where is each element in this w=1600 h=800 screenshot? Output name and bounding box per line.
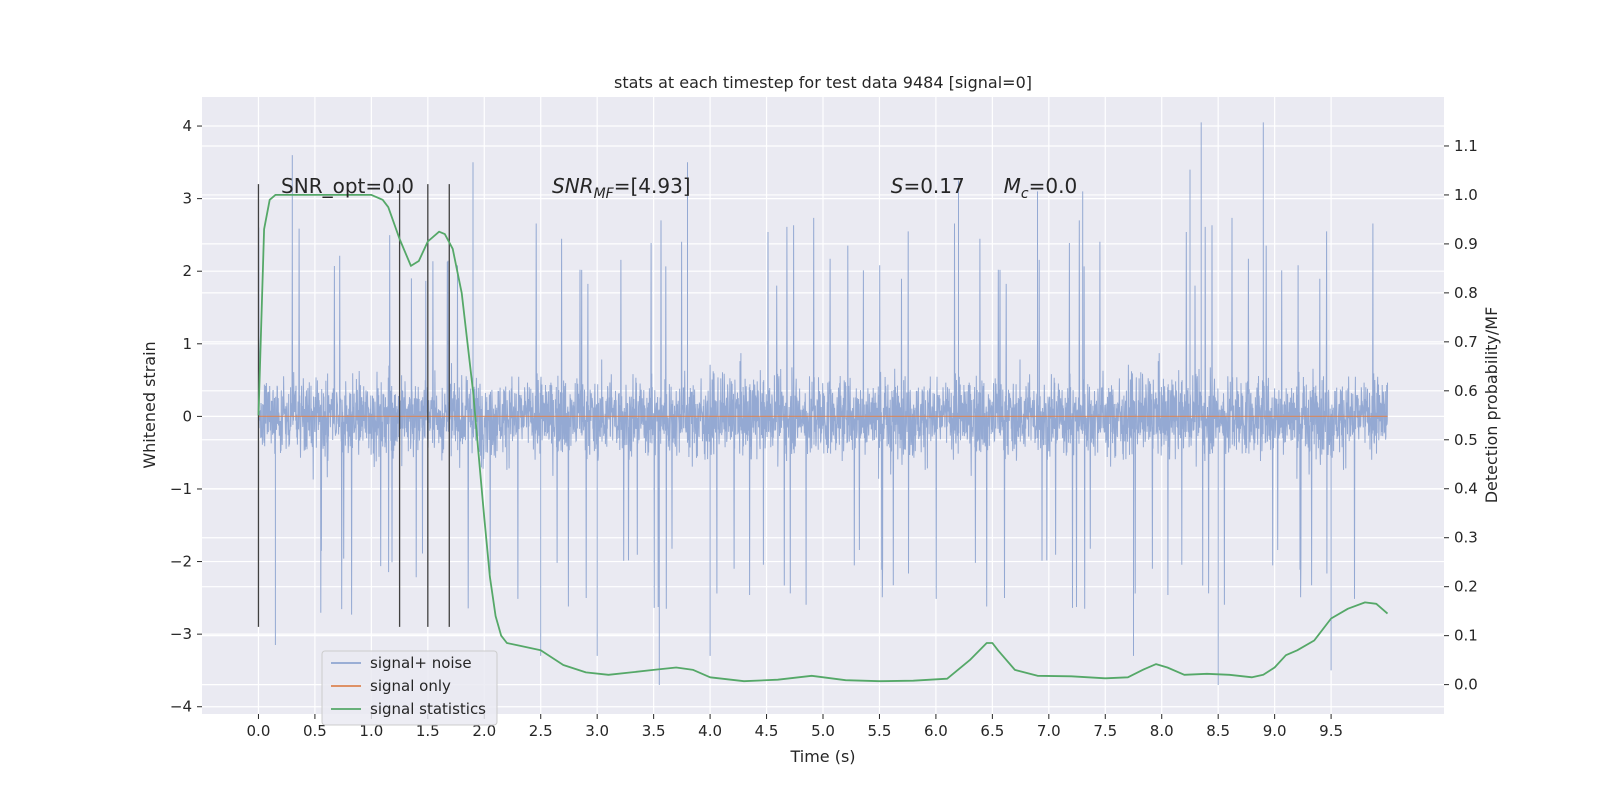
x-tick-label: 1.5 (416, 722, 440, 740)
x-tick-label: 2.0 (472, 722, 496, 740)
annotation-snr-opt: SNR_opt=0.0 (281, 174, 414, 198)
y2-tick-label: 0.0 (1454, 676, 1478, 694)
y2-tick-label: 0.7 (1454, 333, 1478, 351)
x-axis-label: Time (s) (789, 747, 855, 766)
x-tick-label: 5.0 (811, 722, 835, 740)
y2-tick-label: 0.6 (1454, 382, 1478, 400)
y-tick-label: −4 (170, 698, 192, 716)
x-tick-label: 8.5 (1206, 722, 1230, 740)
y2-tick-label: 0.5 (1454, 431, 1478, 449)
y-axis-label: Whitened strain (140, 341, 159, 468)
chart-title: stats at each timestep for test data 948… (614, 73, 1032, 92)
legend: signal+ noise signal only signal statist… (321, 650, 498, 726)
y2-tick-label: 0.3 (1454, 529, 1478, 547)
legend-label-signal-noise: signal+ noise (370, 654, 472, 672)
x-tick-label: 0.0 (247, 722, 271, 740)
y-tick-label: 2 (182, 262, 192, 280)
y-tick-label: −2 (170, 553, 192, 571)
x-tick-label: 7.0 (1037, 722, 1061, 740)
y2-tick-label: 0.4 (1454, 480, 1478, 498)
x-tick-label: 8.0 (1150, 722, 1174, 740)
y2-tick-label: 0.1 (1454, 627, 1478, 645)
y2-tick-label: 1.0 (1454, 186, 1478, 204)
y2-tick-labels: 1.1 1.0 0.9 0.8 0.7 0.6 0.5 0.4 0.3 0.2 0.1 0.0 (1444, 137, 1478, 694)
y2-tick-label: 0.8 (1454, 284, 1478, 302)
signal-noise-line (258, 122, 1388, 685)
x-tick-label: 5.5 (868, 722, 892, 740)
y-tick-label: 3 (182, 190, 192, 208)
annotation-snr-mf: SNRMF=[4.93] (552, 174, 691, 202)
x-tick-label: 9.5 (1319, 722, 1343, 740)
x-tick-label: 6.0 (924, 722, 948, 740)
annotation-s-value: =0.17 (903, 174, 964, 198)
x-tick-label: 4.5 (755, 722, 779, 740)
annotation-s: S=0.17 (891, 174, 965, 198)
y2-axis-label: Detection probability/MF (1482, 307, 1501, 504)
y-tick-label: −1 (170, 480, 192, 498)
x-tick-label: 3.0 (585, 722, 609, 740)
annotation-mc-sub: c (1021, 186, 1029, 202)
x-tick-label: 4.0 (698, 722, 722, 740)
annotation-s-main: S (891, 174, 904, 198)
x-tick-label: 9.0 (1263, 722, 1287, 740)
annotation-mc-main: M (1004, 174, 1021, 198)
y-tick-labels: 4 3 2 1 0 −1 −2 −3 −4 (170, 117, 202, 716)
y-tick-label: 1 (182, 335, 192, 353)
x-tick-labels: 0.0 0.5 1.0 1.5 2.0 2.5 3.0 3.5 4.0 4.5 5.0 5.5 6.0 6… (247, 714, 1343, 740)
annotation-mc-value: =0.0 (1029, 174, 1078, 198)
x-tick-label: 1.0 (359, 722, 383, 740)
x-tick-label: 3.5 (642, 722, 666, 740)
signal-noise-series (258, 122, 1388, 685)
legend-label-signal-only: signal only (370, 677, 451, 695)
annotation-snr-mf-main: SNR (552, 174, 594, 198)
annotation-snr-mf-value: =[4.93] (614, 174, 691, 198)
x-tick-label: 6.5 (980, 722, 1004, 740)
annotations: SNR_opt=0.0 SNRMF=[4.93] S=0.17 Mc=0.0 (281, 174, 1077, 202)
y-tick-label: 0 (182, 407, 192, 425)
signal-statistics-series (257, 194, 1389, 683)
y-tick-label: −3 (170, 625, 192, 643)
legend-label-signal-statistics: signal statistics (370, 700, 486, 718)
y-tick-label: 4 (182, 117, 192, 135)
x-tick-label: 7.5 (1093, 722, 1117, 740)
y2-tick-label: 0.9 (1454, 235, 1478, 253)
signal-statistics-line (257, 194, 1389, 683)
y2-tick-label: 0.2 (1454, 578, 1478, 596)
annotation-snr-mf-sub: MF (594, 186, 615, 202)
x-tick-label: 2.5 (529, 722, 553, 740)
x-tick-label: 0.5 (303, 722, 327, 740)
annotation-mc: Mc=0.0 (1004, 174, 1078, 202)
y2-tick-label: 1.1 (1454, 137, 1478, 155)
legend-box (321, 650, 498, 726)
